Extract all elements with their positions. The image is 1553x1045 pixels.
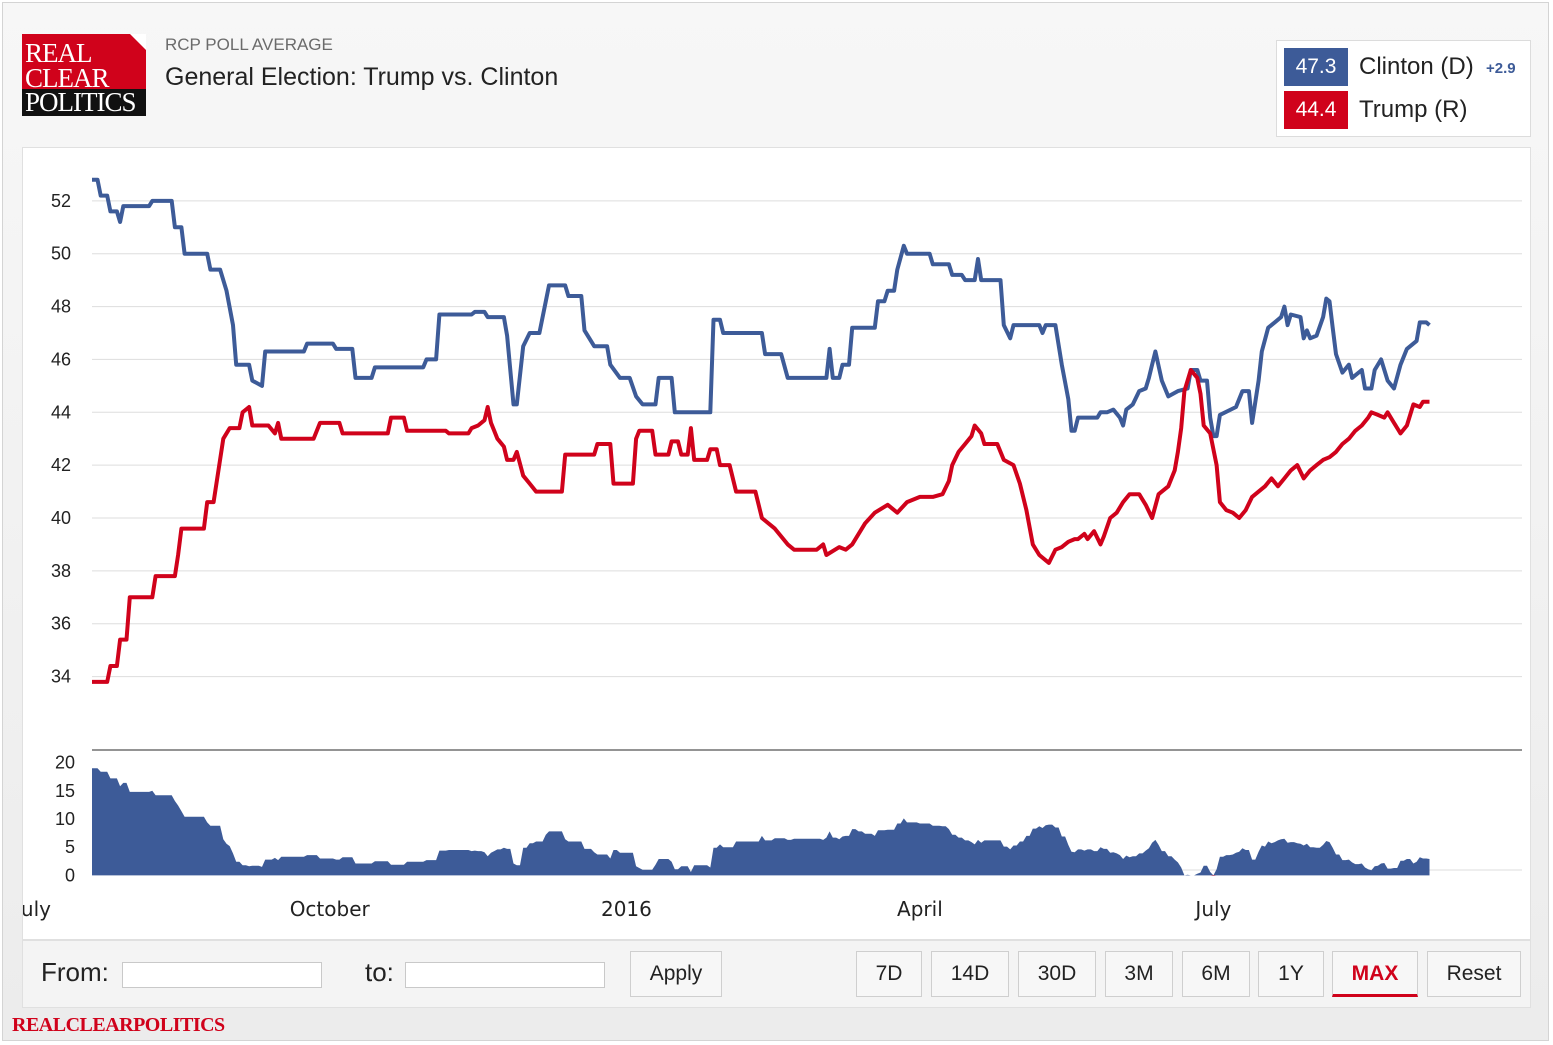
legend-item-clinton[interactable]: 47.3 Clinton (D) +2.9 (1284, 48, 1529, 86)
y-tick-label: 50 (51, 244, 71, 264)
legend-item-trump[interactable]: 44.4 Trump (R) (1284, 91, 1529, 129)
rcp-logo: REAL CLEAR POLITICS (22, 34, 146, 116)
spread-y-tick-label: 15 (55, 781, 75, 801)
y-tick-label: 34 (51, 667, 71, 687)
y-tick-label: 40 (51, 508, 71, 528)
x-tick-label: 2016 (601, 897, 652, 921)
legend-spread: +2.9 (1486, 60, 1516, 77)
range-button-1y[interactable]: 1Y (1258, 951, 1324, 997)
plot-area[interactable]: 34 36 38 40 42 44 46 48 50 52 0 5 10 15 20 July October 2… (22, 147, 1531, 940)
spread-area-trump-lead (92, 875, 1430, 876)
range-button-max[interactable]: MAX (1332, 951, 1418, 997)
logo-corner-fold (130, 34, 146, 50)
apply-button[interactable]: Apply (630, 951, 722, 997)
spread-y-tick-label: 20 (55, 753, 75, 773)
y-tick-label: 46 (51, 349, 71, 369)
range-button-14d[interactable]: 14D (931, 951, 1009, 997)
legend: 47.3 Clinton (D) +2.9 44.4 Trump (R) (1276, 40, 1531, 137)
y-tick-label: 48 (51, 297, 71, 317)
spread-area-clinton-lead (92, 768, 1430, 876)
to-label: to: (365, 957, 394, 987)
legend-value-trump: 44.4 (1284, 91, 1348, 129)
from-label: From: (41, 957, 109, 987)
range-button-30d[interactable]: 30D (1018, 951, 1096, 997)
chart-kicker: RCP POLL AVERAGE (165, 35, 333, 54)
chart-svg[interactable]: 34 36 38 40 42 44 46 48 50 52 0 5 10 15 20 July October 2… (23, 148, 1532, 941)
range-button-6m[interactable]: 6M (1182, 951, 1250, 997)
y-tick-label: 52 (51, 191, 71, 211)
to-date-input[interactable] (405, 962, 605, 988)
logo-line-3: POLITICS (22, 89, 146, 116)
y-tick-label: 42 (51, 455, 71, 475)
x-tick-label: October (290, 897, 371, 921)
spread-y-tick-label: 10 (55, 809, 75, 829)
range-button-3m[interactable]: 3M (1105, 951, 1173, 997)
logo-line-2: CLEAR (25, 63, 110, 93)
spread-y-tick-label: 5 (65, 837, 75, 857)
y-tick-label: 36 (51, 614, 71, 634)
legend-value-clinton: 47.3 (1284, 48, 1348, 86)
from-date-input[interactable] (122, 962, 322, 988)
y-tick-label: 44 (51, 402, 71, 422)
series-line-trump (92, 368, 1430, 684)
footer-brand: REALCLEARPOLITICS (12, 1014, 225, 1036)
range-button-7d[interactable]: 7D (856, 951, 922, 997)
reset-button[interactable]: Reset (1427, 951, 1521, 997)
series-line-clinton (92, 177, 1431, 439)
date-controls: From: to: Apply 7D 14D 30D 3M 6M 1Y MAX … (22, 940, 1531, 1008)
x-tick-label: July (23, 897, 51, 921)
spread-y-tick-label: 0 (65, 865, 75, 885)
legend-name-clinton: Clinton (D) (1359, 53, 1474, 80)
legend-name-trump: Trump (R) (1359, 96, 1468, 123)
chart-title: General Election: Trump vs. Clinton (165, 63, 559, 91)
logo-line-1: REAL (25, 38, 92, 68)
x-tick-label: April (897, 897, 943, 921)
x-tick-label: July (1193, 897, 1231, 921)
y-tick-label: 38 (51, 561, 71, 581)
